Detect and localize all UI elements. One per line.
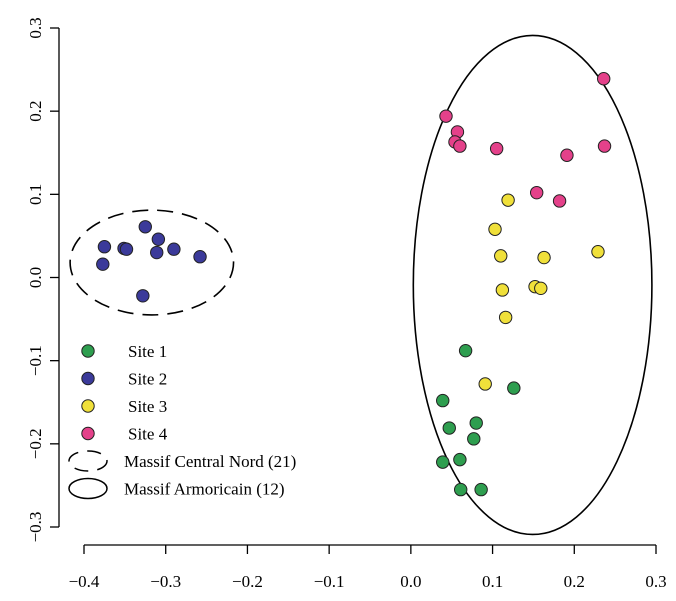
point-site-3-9 <box>498 310 513 325</box>
y-tick-label: 0.3 <box>26 17 45 38</box>
point-site-2-8 <box>193 250 207 264</box>
legend-label-site-2: Site 2 <box>128 370 167 389</box>
point-layer <box>96 72 612 497</box>
ellipse-massif-armoricain <box>412 34 653 536</box>
point-site-2-3 <box>97 240 112 254</box>
x-tick-label: −0.2 <box>232 572 263 591</box>
x-tick-label: 0.0 <box>400 572 421 591</box>
point-site-1-1 <box>458 343 473 358</box>
y-tick-label: −0.1 <box>26 345 45 376</box>
point-site-3-10 <box>478 377 492 391</box>
y-tick-label: 0.0 <box>26 267 45 288</box>
point-site-2-6 <box>167 242 181 256</box>
x-tick-label: −0.3 <box>150 572 181 591</box>
ellipse-layer <box>69 34 653 536</box>
y-tick-label: 0.1 <box>26 184 45 205</box>
point-site-1-9 <box>454 482 468 497</box>
point-site-3-3 <box>591 245 605 259</box>
legend-marker-site-4 <box>81 426 95 441</box>
x-tick-label: 0.2 <box>564 572 585 591</box>
legend-label-ellipse-2: Massif Armoricain (12) <box>124 480 285 499</box>
point-site-3-7 <box>534 281 548 296</box>
legend-ellipse-1 <box>68 450 108 472</box>
x-tick-label: −0.1 <box>314 572 345 591</box>
point-site-2-10 <box>136 289 150 303</box>
x-tick-label: 0.3 <box>645 572 666 591</box>
point-site-3-5 <box>537 250 551 265</box>
point-site-4-6 <box>597 139 612 153</box>
axis-layer: −0.4 −0.3 −0.2 −0.1 0.0 0.1 0.2 0.3 −0.3 −0.2 −0.1… <box>26 17 667 591</box>
legend-marker-site-3 <box>81 399 95 413</box>
point-site-1-3 <box>436 393 450 408</box>
point-site-1-7 <box>436 455 450 469</box>
legend-label-site-4: Site 4 <box>128 425 168 444</box>
point-site-1-5 <box>469 416 483 430</box>
legend-marker-site-1 <box>81 344 95 358</box>
point-site-4-2 <box>439 109 453 123</box>
point-site-4-1 <box>597 72 611 86</box>
x-tick-label: 0.1 <box>482 572 503 591</box>
point-site-2-5 <box>119 242 134 256</box>
y-tick-label: 0.2 <box>26 101 45 122</box>
point-site-2-7 <box>150 245 164 260</box>
y-tick-label: −0.2 <box>26 428 45 459</box>
legend-ellipse-2 <box>68 477 108 500</box>
legend: Site 1 Site 2 Site 3 Site 4 Massif Central N… <box>68 342 296 500</box>
ellipse-massif-central-nord <box>69 209 235 316</box>
point-site-2-2 <box>151 232 166 246</box>
point-site-1-8 <box>453 452 467 467</box>
point-site-4-7 <box>489 141 504 156</box>
point-site-1-2 <box>507 381 521 395</box>
point-site-3-1 <box>501 193 515 207</box>
point-site-2-1 <box>138 220 152 234</box>
legend-label-ellipse-1: Massif Central Nord (21) <box>124 452 296 471</box>
y-tick-label: −0.3 <box>26 512 45 543</box>
point-site-3-4 <box>494 249 508 263</box>
legend-marker-site-2 <box>81 371 95 386</box>
legend-label-site-1: Site 1 <box>128 342 167 361</box>
point-site-4-10 <box>552 194 567 208</box>
point-site-1-10 <box>474 482 488 497</box>
x-tick-label: −0.4 <box>69 572 100 591</box>
point-site-2-9 <box>96 257 110 271</box>
point-site-4-8 <box>560 148 574 162</box>
point-site-3-8 <box>495 283 510 297</box>
point-site-1-6 <box>467 432 481 446</box>
legend-label-site-3: Site 3 <box>128 397 167 416</box>
point-site-3-2 <box>488 222 502 236</box>
point-site-4-9 <box>529 185 544 200</box>
point-site-1-4 <box>442 421 456 435</box>
point-site-4-5 <box>453 139 467 153</box>
